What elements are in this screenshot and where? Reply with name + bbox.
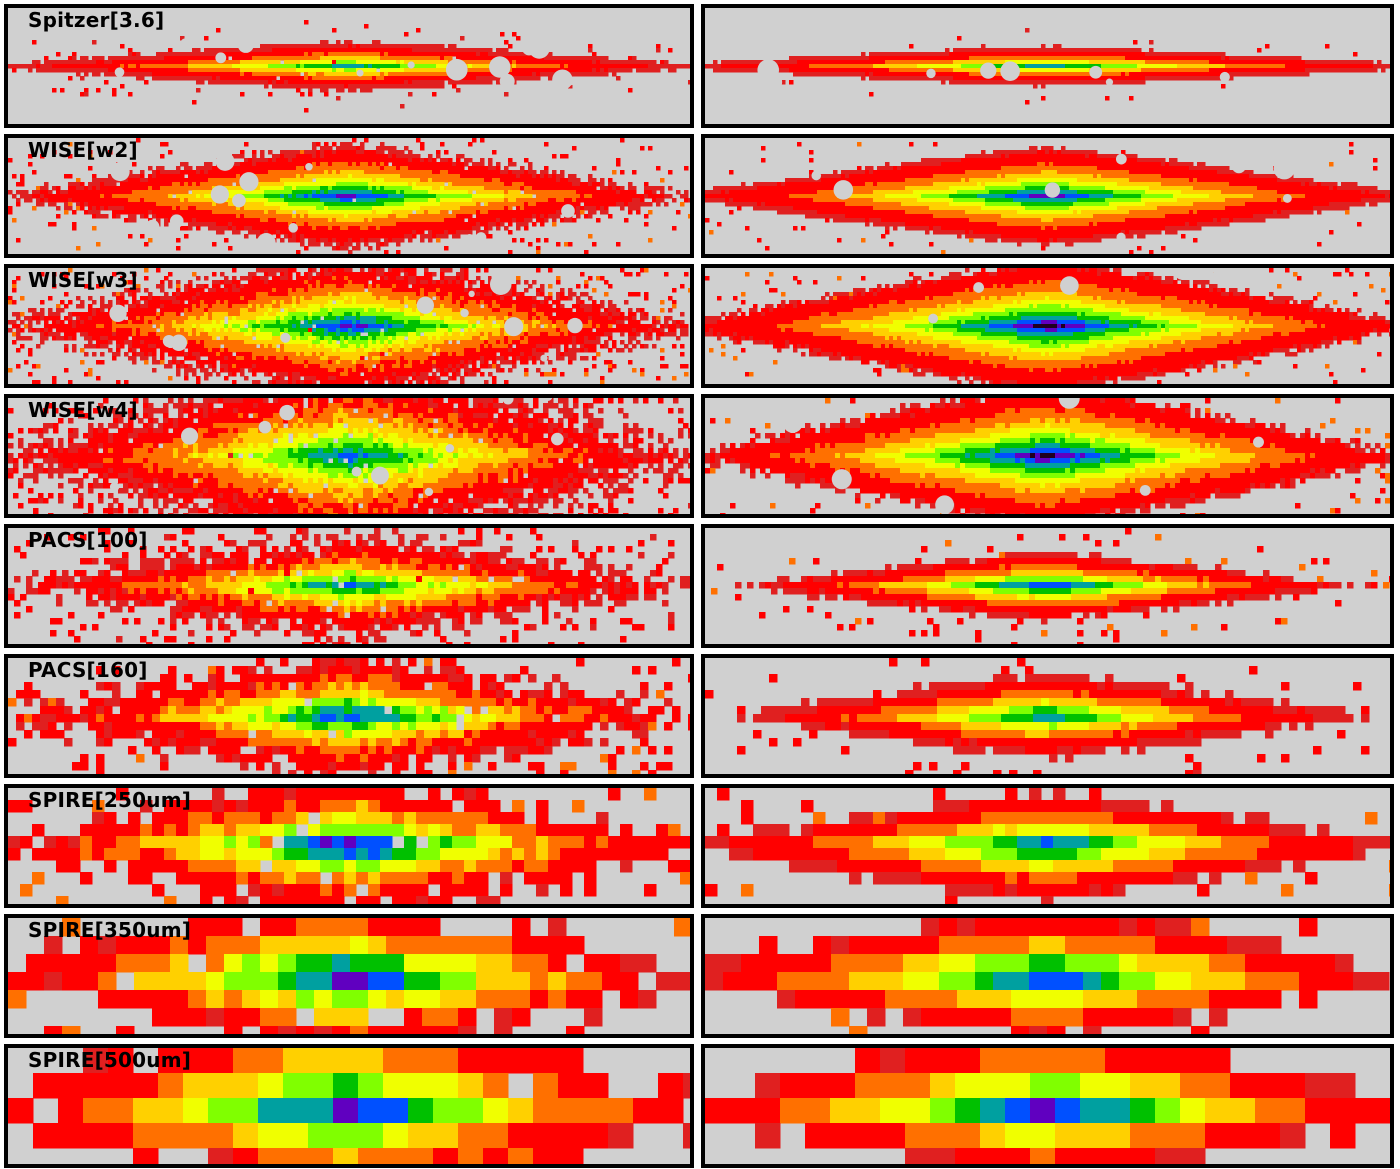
observed-image-panel: PACS[100] [4, 524, 694, 648]
image-row: SPIRE[500um] [4, 1044, 1396, 1168]
galaxy-image [705, 918, 1390, 1034]
model-image-panel [701, 524, 1394, 648]
model-image-panel [701, 4, 1394, 128]
image-row: PACS[160] [4, 654, 1396, 778]
image-row: WISE[w3] [4, 264, 1396, 388]
galaxy-image [705, 268, 1390, 384]
observed-image-panel: SPIRE[500um] [4, 1044, 694, 1168]
observed-image-panel: PACS[160] [4, 654, 694, 778]
observed-image-panel: WISE[w4] [4, 394, 694, 518]
model-image-panel [701, 264, 1394, 388]
image-row: Spitzer[3.6] [4, 4, 1396, 128]
band-label: PACS[100] [28, 528, 148, 552]
model-image-panel [701, 654, 1394, 778]
image-row: WISE[w4] [4, 394, 1396, 518]
galaxy-image [705, 138, 1390, 254]
galaxy-image [705, 8, 1390, 124]
image-row: WISE[w2] [4, 134, 1396, 258]
galaxy-image [705, 398, 1390, 514]
band-label: Spitzer[3.6] [28, 8, 164, 32]
galaxy-image [705, 788, 1390, 904]
image-grid: Spitzer[3.6] WISE[w2] WISE[w3] WISE[w4] PACS… [4, 4, 1396, 1169]
observed-image-panel: SPIRE[350um] [4, 914, 694, 1038]
galaxy-image [705, 528, 1390, 644]
band-label: SPIRE[250um] [28, 788, 191, 812]
band-label: PACS[160] [28, 658, 148, 682]
image-row: SPIRE[250um] [4, 784, 1396, 908]
galaxy-image [705, 658, 1390, 774]
band-label: WISE[w2] [28, 138, 138, 162]
band-label: SPIRE[500um] [28, 1048, 191, 1072]
model-image-panel [701, 784, 1394, 908]
observed-image-panel: WISE[w3] [4, 264, 694, 388]
observed-image-panel: SPIRE[250um] [4, 784, 694, 908]
image-row: SPIRE[350um] [4, 914, 1396, 1038]
observed-image-panel: WISE[w2] [4, 134, 694, 258]
model-image-panel [701, 1044, 1394, 1168]
galaxy-image [705, 1048, 1390, 1164]
band-label: WISE[w4] [28, 398, 138, 422]
observed-image-panel: Spitzer[3.6] [4, 4, 694, 128]
model-image-panel [701, 914, 1394, 1038]
model-image-panel [701, 134, 1394, 258]
band-label: WISE[w3] [28, 268, 138, 292]
band-label: SPIRE[350um] [28, 918, 191, 942]
image-row: PACS[100] [4, 524, 1396, 648]
model-image-panel [701, 394, 1394, 518]
